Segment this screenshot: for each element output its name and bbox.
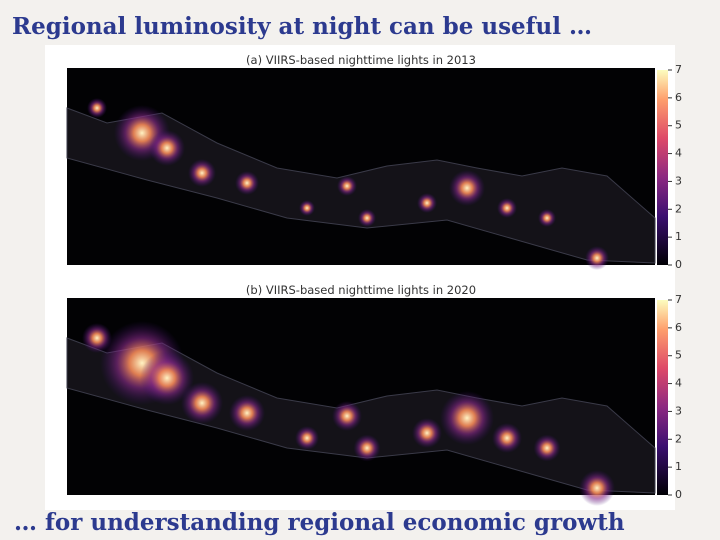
map-panel: (a) VIIRS-based nighttime lights in 2013… <box>66 53 682 271</box>
panel-title: (a) VIIRS-based nighttime lights in 2013 <box>246 53 476 67</box>
light-glow <box>497 198 517 218</box>
panel-title: (b) VIIRS-based nighttime lights in 2020 <box>246 283 476 297</box>
slide-title: Regional luminosity at night can be usef… <box>12 13 592 40</box>
light-glow <box>358 209 376 227</box>
light-glow <box>533 434 561 462</box>
light-glow <box>235 171 259 195</box>
colorbar-tick-label: 5 <box>675 349 682 362</box>
light-glow <box>299 200 315 216</box>
colorbar-tick-label: 7 <box>675 293 682 306</box>
light-glow <box>585 246 609 270</box>
light-glow <box>449 170 485 206</box>
light-glow <box>149 130 185 166</box>
colorbar-tick-label: 3 <box>675 404 682 417</box>
colorbar-tick-label: 2 <box>675 202 682 215</box>
colorbar-tick-label: 4 <box>675 147 682 160</box>
island-outline <box>66 107 656 264</box>
light-glow <box>412 418 442 448</box>
light-glow <box>181 382 223 424</box>
light-glow <box>229 395 265 431</box>
colorbar-tick-label: 6 <box>675 91 682 104</box>
light-glow <box>82 323 112 353</box>
map-panel: (b) VIIRS-based nighttime lights in 2020… <box>66 283 682 506</box>
colorbar-tick-label: 0 <box>675 488 682 501</box>
light-glow <box>140 351 194 405</box>
colorbar-tick-label: 5 <box>675 119 682 132</box>
colorbar-tick-label: 6 <box>675 321 682 334</box>
light-glow <box>538 209 556 227</box>
slide-footer: … for understanding regional economic gr… <box>14 509 625 536</box>
colorbar-tick-label: 4 <box>675 377 682 390</box>
light-glow <box>353 434 381 462</box>
colorbar <box>657 300 668 495</box>
light-glow <box>417 193 437 213</box>
colorbar-tick-label: 1 <box>675 230 682 243</box>
colorbar-tick-label: 2 <box>675 432 682 445</box>
light-glow <box>579 470 615 506</box>
light-glow <box>87 98 107 118</box>
colorbar <box>657 70 668 265</box>
colorbar-tick-label: 0 <box>675 258 682 271</box>
light-glow <box>440 391 494 445</box>
light-glow <box>492 423 522 453</box>
light-glow <box>188 159 216 187</box>
colorbar-tick-label: 7 <box>675 63 682 76</box>
panels: (a) VIIRS-based nighttime lights in 2013… <box>66 53 682 506</box>
light-glow <box>337 176 357 196</box>
light-glow <box>332 401 362 431</box>
light-glow <box>295 426 319 450</box>
colorbar-tick-label: 3 <box>675 174 682 187</box>
colorbar-tick-label: 1 <box>675 460 682 473</box>
